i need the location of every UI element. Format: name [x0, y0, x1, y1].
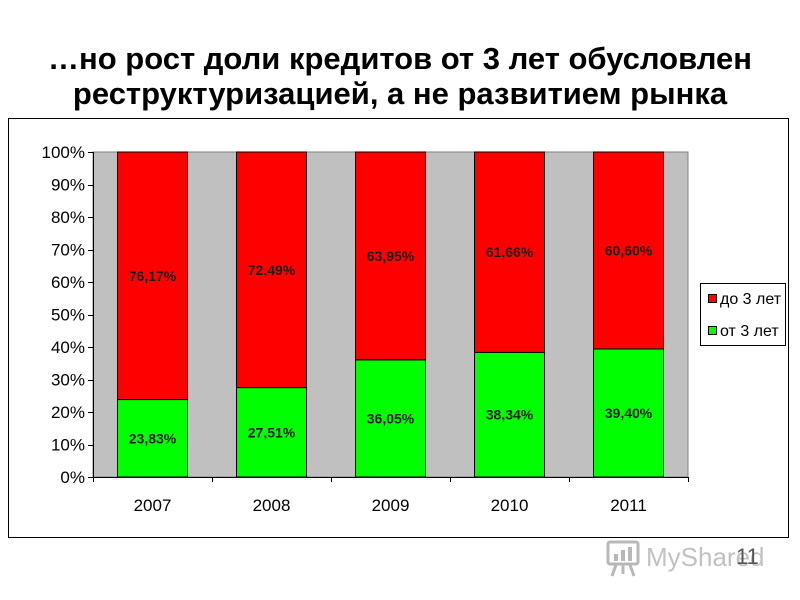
stacked-bar-chart: 0%10%20%30%40%50%60%70%80%90%100% 2007 20…: [8, 118, 789, 538]
x-tick-label-2007: 2007: [134, 496, 172, 515]
presentation-board-icon: [606, 538, 640, 578]
y-tick-label: 0%: [60, 468, 85, 487]
data-label-series-2-2009: 63,95%: [367, 248, 415, 264]
bar-segment-series-2-2010: [474, 151, 545, 353]
data-label-series-2-2011: 60,60%: [605, 242, 653, 258]
data-label-series-2-2010: 61,66%: [486, 244, 534, 260]
bar-segment-series-1-2008: [236, 387, 307, 478]
bars-group: [117, 151, 664, 478]
y-tick-label: 70%: [51, 241, 85, 260]
y-tick-label: 30%: [51, 371, 85, 390]
y-tick-label: 90%: [51, 176, 85, 195]
legend-swatch-bottom-series: [708, 326, 717, 335]
x-axis-ticks: 2007 2008 2009 2010 2011: [93, 477, 689, 515]
data-label-series-1-2011: 39,40%: [605, 405, 653, 421]
slide-number: 11: [736, 544, 759, 569]
bar-segment-series-2-2008: [236, 151, 307, 389]
data-labels-group: 23,83% 76,17% 27,51% 72,49% 36,05% 63,95% 38,3…: [129, 242, 653, 446]
legend-label-top-series: до 3 лет: [720, 291, 782, 308]
legend: до 3 лет от 3 лет: [700, 283, 786, 346]
x-tick-label-2011: 2011: [610, 496, 647, 515]
y-tick-label: 60%: [51, 273, 85, 292]
y-tick-label: 10%: [51, 436, 85, 455]
y-tick-label: 80%: [51, 208, 85, 227]
legend-label-bottom-series: от 3 лет: [720, 323, 779, 340]
bar-segment-series-1-2011: [593, 348, 664, 478]
y-tick-label: 40%: [51, 338, 85, 357]
y-tick-label: 100%: [42, 143, 85, 162]
y-tick-label: 50%: [51, 306, 85, 325]
legend-swatch-top-series: [708, 294, 717, 303]
x-tick-label-2009: 2009: [372, 496, 410, 515]
x-tick-label-2010: 2010: [491, 496, 529, 515]
legend-box: [700, 283, 786, 346]
myshared-watermark: MyShared: [606, 538, 776, 580]
watermark-text: MyShared: [646, 542, 765, 572]
slide-title: …но рост доли кредитов от 3 лет обусловл…: [0, 41, 800, 111]
slide-title-line-2: реструктуризацией, а не развитием рынка: [72, 76, 728, 111]
data-label-series-1-2008: 27,51%: [248, 424, 296, 440]
data-label-series-2-2008: 72,49%: [248, 262, 296, 278]
bar-segment-series-2-2007: [117, 151, 188, 401]
data-label-series-1-2010: 38,34%: [486, 407, 534, 423]
y-axis-ticks: 0% 10% 20% 30% 40% 50% 60% 70% 80% 90% 100%: [42, 143, 93, 487]
y-tick-label: 20%: [51, 403, 85, 422]
data-label-series-1-2007: 23,83%: [129, 430, 177, 446]
x-tick-label-2008: 2008: [253, 496, 291, 515]
data-label-series-1-2009: 36,05%: [367, 410, 415, 426]
bar-segment-series-2-2009: [355, 151, 426, 361]
data-label-series-2-2007: 76,17%: [129, 268, 177, 284]
slide-title-line-1: …но рост доли кредитов от 3 лет обусловл…: [47, 41, 752, 76]
bar-segment-series-2-2011: [593, 151, 664, 350]
